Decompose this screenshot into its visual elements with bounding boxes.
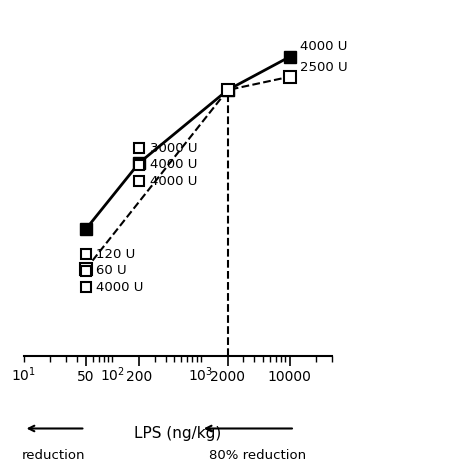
Text: 120 U: 120 U	[96, 248, 135, 261]
Text: 2500 U: 2500 U	[300, 61, 347, 74]
X-axis label: LPS (ng/kg): LPS (ng/kg)	[134, 426, 221, 441]
Text: reduction: reduction	[22, 448, 85, 462]
Text: 60 U: 60 U	[96, 264, 127, 277]
Text: 80% reduction: 80% reduction	[209, 448, 306, 462]
Text: 4000 U: 4000 U	[300, 40, 347, 53]
Text: 3000 U: 3000 U	[150, 142, 197, 155]
Text: 4000 U: 4000 U	[150, 175, 197, 188]
Text: 4000 U: 4000 U	[96, 281, 143, 294]
Text: 4000 U: 4000 U	[150, 158, 197, 171]
